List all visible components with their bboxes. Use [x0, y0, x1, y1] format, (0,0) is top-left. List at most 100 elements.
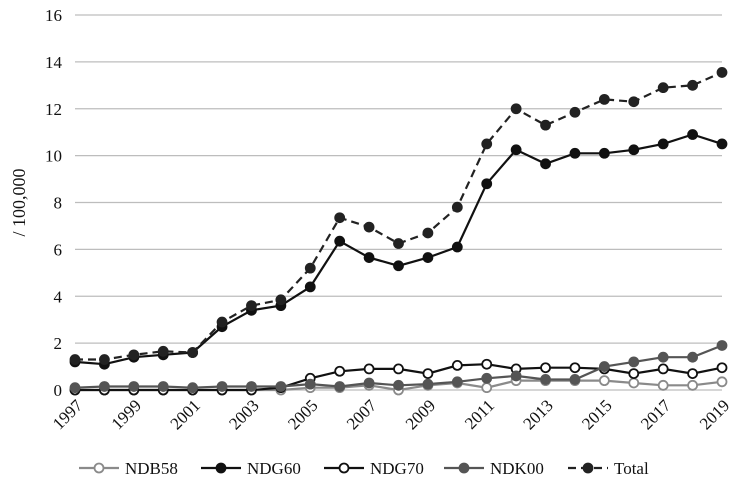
data-point	[422, 227, 434, 239]
x-tick-label: 2013	[519, 396, 556, 433]
data-point	[598, 93, 610, 105]
data-point	[657, 379, 669, 391]
y-tick-label: 4	[54, 287, 63, 306]
y-tick-label: 10	[45, 147, 62, 166]
data-point	[157, 381, 169, 392]
data-point	[128, 381, 140, 392]
data-point	[216, 381, 228, 392]
data-point	[422, 252, 434, 263]
series-line	[75, 71, 723, 361]
legend-label: NDG60	[247, 459, 301, 478]
x-tick-label: 2017	[637, 396, 675, 434]
data-point	[393, 379, 404, 391]
data-point	[481, 138, 493, 150]
data-point	[598, 147, 610, 159]
y-tick-label: 2	[54, 334, 63, 353]
data-point	[510, 144, 522, 156]
data-point	[451, 241, 463, 253]
data-point	[687, 351, 698, 363]
data-point	[99, 381, 110, 392]
data-point	[304, 262, 316, 274]
x-tick-label: 2001	[166, 396, 203, 433]
series-total	[69, 67, 728, 365]
data-point	[451, 359, 463, 371]
legend-item: NDG70	[324, 459, 424, 478]
data-point	[657, 363, 669, 375]
data-point	[393, 260, 404, 272]
data-point	[187, 347, 199, 358]
data-point	[334, 235, 346, 247]
data-point	[628, 377, 640, 389]
legend-item: NDG60	[201, 459, 301, 478]
legend: NDB58 NDG60 NDG70 NDK00 Total	[79, 459, 649, 478]
grid-lines	[75, 14, 722, 391]
data-point	[481, 382, 493, 394]
data-point	[716, 340, 728, 351]
data-point	[481, 178, 493, 190]
data-point	[657, 351, 669, 363]
series-lines	[69, 67, 728, 396]
legend-item: NDB58	[79, 459, 178, 478]
legend-item: NDK00	[444, 459, 544, 478]
data-point	[422, 378, 434, 390]
data-point	[598, 375, 610, 387]
legend-label: NDK00	[490, 459, 544, 478]
y-tick-labels: 0 2 4 6 8 10 12 14 16	[45, 6, 63, 400]
data-point	[69, 354, 81, 365]
legend-swatch-marker	[582, 462, 594, 474]
data-point	[657, 138, 669, 150]
data-point	[628, 356, 640, 368]
x-tick-label: 1997	[49, 396, 87, 434]
data-point	[569, 374, 581, 385]
data-point	[304, 378, 316, 390]
data-point	[275, 381, 287, 392]
data-point	[334, 212, 346, 224]
data-point	[334, 365, 346, 377]
data-point	[716, 138, 728, 150]
data-point	[716, 362, 728, 374]
data-point	[540, 158, 551, 170]
data-point	[628, 368, 640, 379]
data-point	[628, 96, 640, 108]
data-point	[157, 345, 169, 357]
data-point	[598, 361, 610, 372]
data-point	[363, 221, 375, 233]
x-tick-label: 1999	[108, 396, 145, 433]
y-tick-label: 16	[45, 6, 62, 25]
legend-label: NDB58	[125, 459, 178, 478]
data-point	[246, 300, 257, 312]
data-point	[657, 82, 669, 94]
y-tick-label: 14	[45, 53, 63, 72]
data-point	[451, 376, 463, 388]
legend-swatch-marker	[458, 462, 470, 474]
x-tick-label: 2011	[461, 396, 498, 433]
x-tick-label: 2015	[578, 396, 615, 433]
y-tick-label: 12	[45, 100, 62, 119]
y-tick-label: 6	[54, 240, 63, 259]
data-point	[69, 382, 81, 394]
data-point	[363, 377, 375, 389]
data-point	[334, 381, 346, 392]
legend-swatch-marker	[338, 462, 350, 474]
data-point	[687, 79, 698, 91]
data-point	[216, 316, 228, 328]
data-point	[687, 129, 698, 140]
legend-item: Total	[568, 459, 649, 478]
series-ndk00	[69, 340, 728, 394]
x-tick-labels: 1997 1999 2001 2003 2005 2007 2009 2011 2013 2015…	[49, 396, 733, 434]
data-point	[569, 106, 581, 118]
legend-swatch-marker	[93, 462, 105, 474]
data-point	[246, 381, 257, 392]
data-point	[363, 252, 375, 263]
data-point	[187, 382, 199, 394]
legend-label: Total	[614, 459, 649, 478]
data-point	[628, 144, 640, 156]
data-point	[540, 374, 551, 385]
x-tick-label: 2009	[402, 396, 439, 433]
data-point	[687, 368, 698, 379]
data-point	[128, 349, 140, 361]
data-point	[540, 119, 551, 131]
legend-label: NDG70	[370, 459, 424, 478]
y-tick-label: 0	[54, 381, 63, 400]
